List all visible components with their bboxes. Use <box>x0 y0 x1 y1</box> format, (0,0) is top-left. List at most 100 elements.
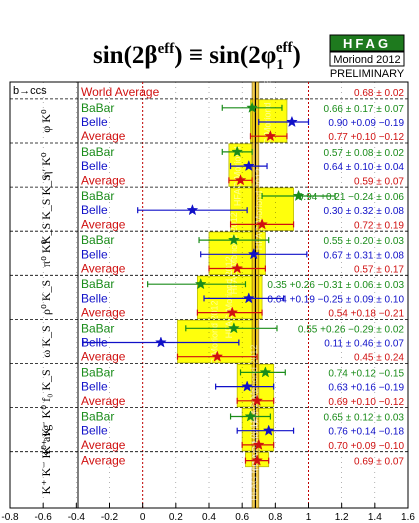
chart-title: sin(2βeff) ≡ sin(2φ1eff) <box>93 40 301 73</box>
row-label: BaBar <box>81 410 114 424</box>
group-label: ω K_S <box>39 325 53 357</box>
data-point-marker <box>231 262 244 274</box>
data-point-marker <box>226 306 239 318</box>
data-point-marker <box>186 203 199 216</box>
data-point-marker <box>259 366 272 378</box>
value-label: 0.55 +0.26 −0.29 ± 0.02 <box>298 324 405 335</box>
band-watermark: HFAG Moriond 2012 <box>249 345 259 427</box>
data-point-marker <box>286 115 298 128</box>
data-point-marker <box>247 248 260 260</box>
x-tick-label: 0 <box>140 512 146 523</box>
group-label: π⁰ K⁰ <box>39 239 53 267</box>
value-label: 0.69 +0.10 −0.12 <box>328 397 404 408</box>
value-label: 0.64 +0.19 −0.25 ± 0.09 ± 0.10 <box>267 294 404 305</box>
x-tick-label: 0.4 <box>202 512 216 523</box>
row-label: BaBar <box>81 145 114 159</box>
value-label: 0.68 ± 0.02 <box>354 88 404 99</box>
value-label: 0.66 ± 0.17 ± 0.07 <box>324 104 405 115</box>
title-part-2: ) ≡ sin(2φ <box>174 42 276 69</box>
value-label: 0.55 ± 0.20 ± 0.03 <box>324 236 405 247</box>
value-label: 0.59 ± 0.07 <box>354 176 404 187</box>
value-label: 0.45 ± 0.24 <box>354 353 404 364</box>
row-label: Average <box>81 129 126 143</box>
band-watermark: HFAG Moriond 2012 <box>251 389 261 471</box>
value-label: 0.76 +0.14 −0.18 <box>328 427 404 438</box>
row-label: Average <box>81 217 126 231</box>
group-label: f₀ K_S <box>39 369 53 402</box>
band-watermark: HFAG Moriond 2012 <box>224 256 234 338</box>
data-point-marker <box>227 233 240 246</box>
group-label: ρ⁰ K_S <box>39 280 53 315</box>
value-label: 0.90 +0.09 −0.19 <box>328 118 404 129</box>
data-point-marker <box>241 380 254 392</box>
data-point-marker <box>256 218 268 230</box>
band-watermark: HFAG Moriond 2012 <box>229 212 239 294</box>
group-label: K⁺ K⁻ K⁰ avg <box>39 425 53 495</box>
value-label: 0.30 ± 0.32 ± 0.08 <box>324 206 405 217</box>
band-watermark: HFAG Moriond 2012 <box>262 80 272 162</box>
group-label: b→ccs <box>13 85 47 97</box>
row-label: Belle <box>81 424 108 438</box>
data-point-marker <box>246 101 259 113</box>
data-point-marker <box>262 424 275 436</box>
value-label: 0.65 ± 0.12 ± 0.03 <box>324 413 405 424</box>
value-label: 0.69 ± 0.07 <box>354 457 404 468</box>
data-point-marker <box>251 394 264 406</box>
row-label: BaBar <box>81 189 114 203</box>
data-point-marker <box>231 145 244 157</box>
value-label: 0.67 ± 0.31 ± 0.08 <box>324 250 405 261</box>
data-point-marker <box>194 277 207 290</box>
band-watermark: HFAG Moriond 2012 <box>209 300 219 382</box>
logo-status: PRELIMINARY <box>330 68 405 80</box>
x-tick-label: 1.2 <box>335 512 349 523</box>
group-label: η′ K⁰ <box>39 152 53 178</box>
title-part-3: ) <box>292 42 300 69</box>
row-label: BaBar <box>81 365 114 379</box>
title-sup-1: eff <box>158 41 176 57</box>
x-tick-label: 0.6 <box>235 512 249 523</box>
hfag-logo: HFAG Moriond 2012 PRELIMINARY <box>329 34 405 80</box>
row-label: BaBar <box>81 321 114 335</box>
logo-text: HFAG <box>343 36 391 51</box>
x-tick-label: 0.8 <box>268 512 282 523</box>
value-label: 0.77 +0.10 −0.12 <box>328 132 404 143</box>
row-label: Average <box>81 306 126 320</box>
data-point-marker <box>242 159 255 172</box>
data-point-marker <box>242 292 255 304</box>
row-label: BaBar <box>81 101 114 115</box>
x-tick-label: 1 <box>306 512 312 523</box>
x-tick-label: 1.6 <box>401 512 415 523</box>
value-label: 0.57 ± 0.08 ± 0.02 <box>324 148 405 159</box>
x-tick-label: -0.6 <box>35 512 53 523</box>
value-label: 0.57 ± 0.17 <box>354 265 404 276</box>
x-tick-label: -0.8 <box>1 512 19 523</box>
data-point-marker <box>292 189 305 202</box>
data-point-marker <box>211 350 224 362</box>
svg-text:sin(2βeff) ≡ sin(2φ1eff): sin(2βeff) ≡ sin(2φ1eff) <box>93 40 301 73</box>
row-label: Belle <box>81 247 108 261</box>
row-label: BaBar <box>81 277 114 291</box>
row-label: Belle <box>81 159 108 173</box>
group-label: K_S K_S K_S <box>39 174 53 244</box>
title-sup-2: eff <box>276 40 294 56</box>
data-point-marker <box>227 322 240 334</box>
title-sub: 1 <box>276 57 284 73</box>
title-part-1: sin(2β <box>93 42 158 69</box>
value-label: 0.35 +0.26 −0.31 ± 0.06 ± 0.03 <box>267 280 404 291</box>
value-label: 0.94 +0.21 −0.24 ± 0.06 <box>298 192 405 203</box>
data-point-marker <box>251 454 264 466</box>
data-point-marker <box>264 129 277 142</box>
band-watermark: HFAG Moriond 2012 <box>254 168 264 250</box>
x-tick-label: -0.4 <box>68 512 86 523</box>
row-label: Average <box>81 262 126 276</box>
row-label: World Average <box>81 85 160 99</box>
row-label: Belle <box>81 291 108 305</box>
group-label: K⁺ K⁻ K⁰ <box>39 405 53 455</box>
x-tick-label: 1.4 <box>368 512 382 523</box>
x-tick-label: 0.2 <box>169 512 183 523</box>
row-label: Belle <box>81 380 108 394</box>
row-label: Average <box>81 350 126 364</box>
value-label: 0.74 +0.12 −0.15 <box>328 368 404 379</box>
value-label: 0.72 ± 0.19 <box>354 220 404 231</box>
